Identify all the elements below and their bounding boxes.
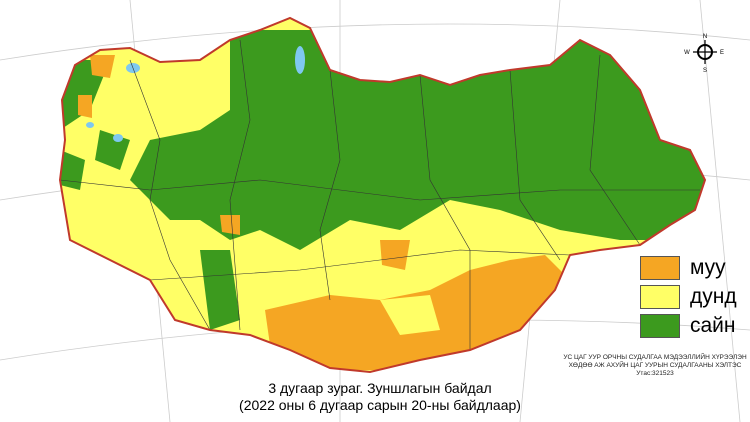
good-area [60,30,705,330]
compass-s: S [703,68,707,74]
compass-w: W [684,50,690,56]
legend-item-poor: муу [640,256,726,280]
good-area-small [60,130,130,190]
institution-credit: УС ЦАГ УУР ОРЧНЫ СУДАЛГАА МЭДЭЭЛЛИЙН ХҮР… [560,354,750,378]
caption-date: (2022 оны 6 дугаар сарын 20-ны байдлаар) [239,397,521,413]
lakes [86,46,305,142]
legend-swatch [640,256,680,280]
legend-label: муу [690,256,726,279]
institution-line: ХӨДӨӨ АЖ АХУЙН ЦАГ УУРЫН СУДАЛГААНЫ ХЭЛТ… [568,362,742,369]
institution-line: УС ЦАГ УУР ОРЧНЫ СУДАЛГАА МЭДЭЭЛЛИЙН ХҮР… [563,354,747,361]
map-caption: 3 дугаар зураг. Зуншлагын байдал (2022 о… [210,380,550,414]
legend-label: дунд [690,285,737,308]
institution-phone: Утас:321523 [636,370,674,377]
legend-item-good: сайн [640,314,736,338]
compass-rose-icon: N S E W [684,34,724,74]
legend-swatch [640,285,680,309]
caption-title: 3 дугаар зураг. Зуншлагын байдал [268,380,492,396]
compass-e: E [720,50,724,56]
legend-label: сайн [690,314,736,337]
moderate-in-poor [380,295,440,335]
legend-swatch [640,314,680,338]
district-borders [60,39,700,350]
legend-item-moderate: дунд [640,285,737,309]
compass-n: N [703,34,707,40]
